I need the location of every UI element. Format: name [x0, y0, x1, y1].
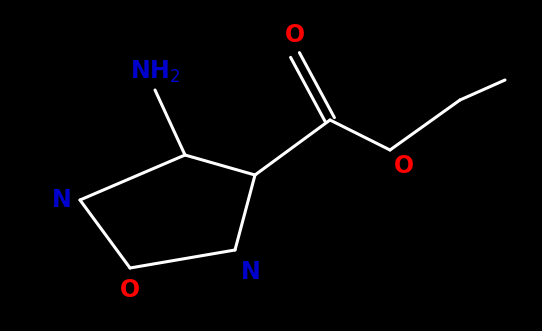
- Text: O: O: [285, 23, 305, 47]
- Text: N: N: [52, 188, 72, 212]
- Text: N: N: [241, 260, 261, 284]
- Text: NH$_2$: NH$_2$: [130, 59, 180, 85]
- Text: O: O: [394, 154, 414, 178]
- Text: O: O: [120, 278, 140, 302]
